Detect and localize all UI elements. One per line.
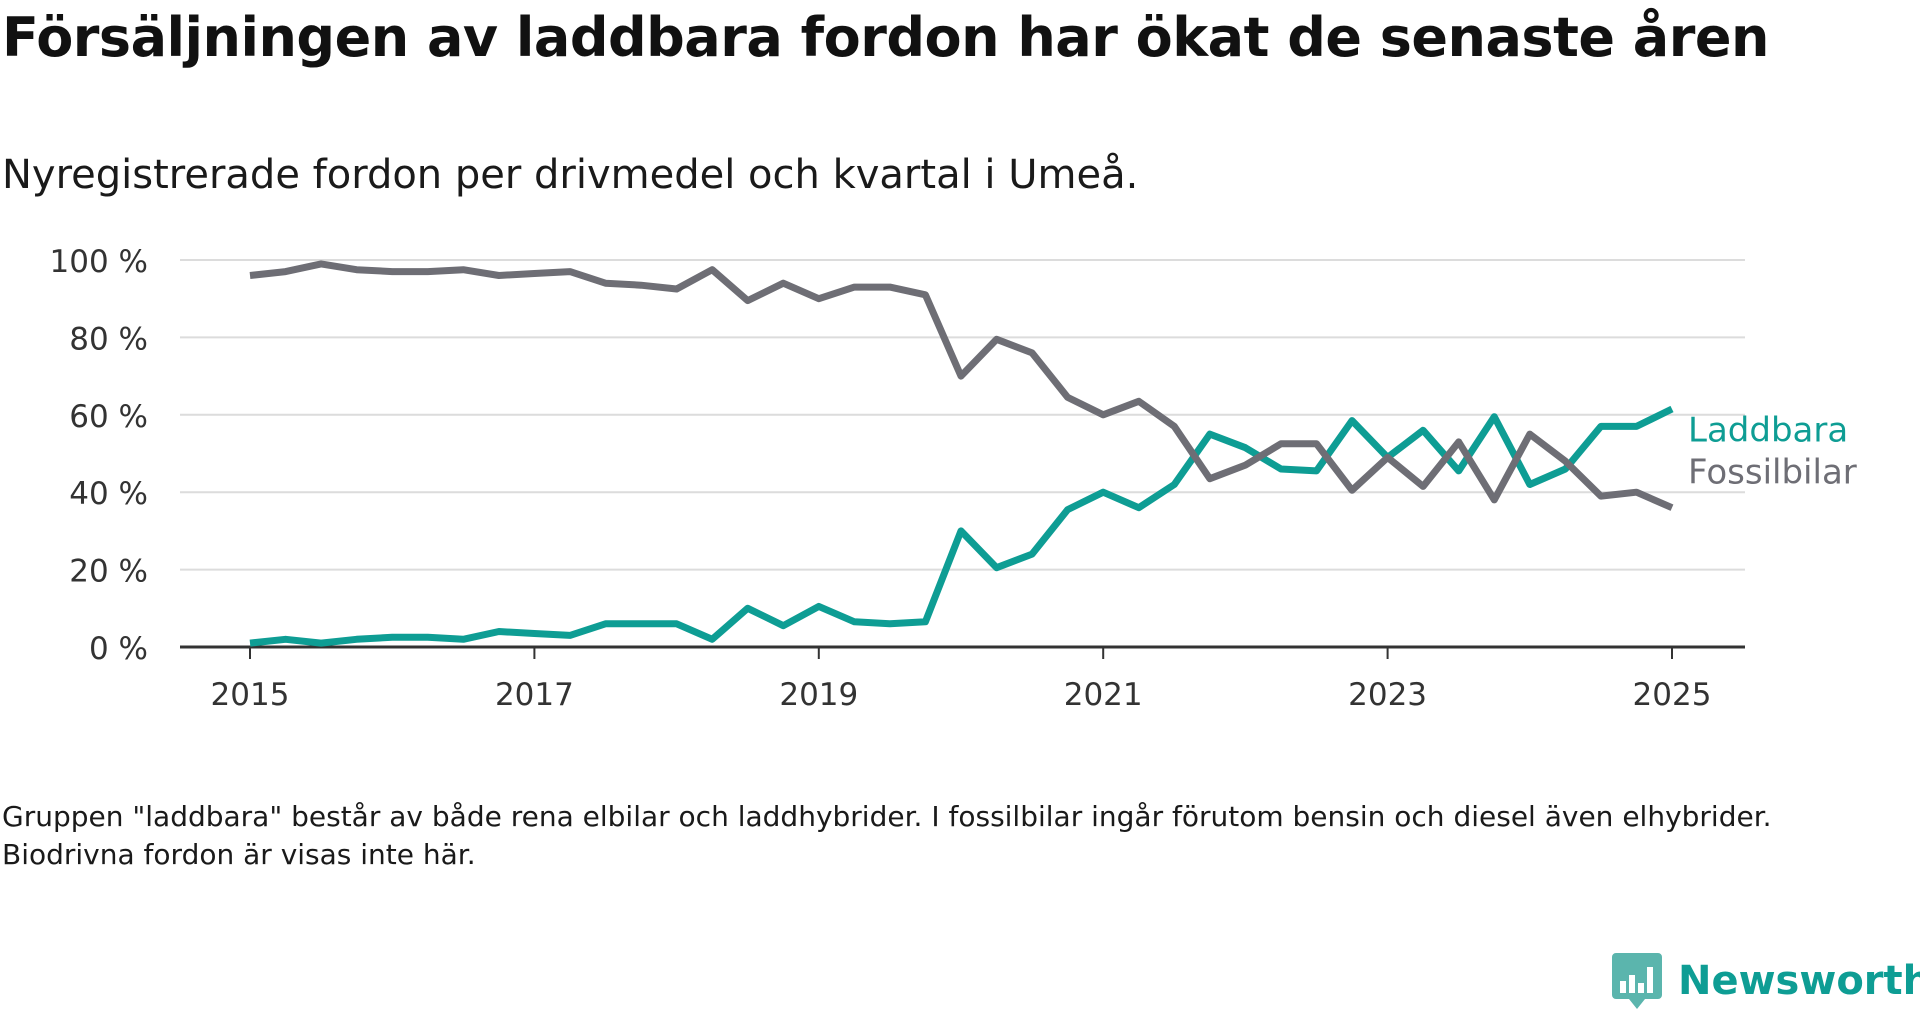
series-label-laddbara: Laddbara [1688, 411, 1848, 451]
y-tick-label: 60 % [69, 399, 148, 435]
y-tick-label: 0 % [89, 631, 148, 667]
newsworthy-logo-icon [1612, 953, 1662, 1009]
x-tick-label: 2023 [1348, 677, 1427, 713]
chart-subtitle: Nyregistrerade fordon per drivmedel och … [2, 152, 1139, 198]
x-axis-tick-labels: 2015 2017 2019 2021 2023 2025 [211, 647, 1712, 713]
y-axis-tick-labels: 0 % 20 % 40 % 60 % 80 % 100 % [50, 244, 148, 667]
series-line-fossilbilar [249, 260, 1674, 511]
series-lines [249, 260, 1674, 647]
y-tick-label: 100 % [50, 244, 148, 280]
line-chart: 0 % 20 % 40 % 60 % 80 % 100 % 2015 2017 2019 202… [50, 244, 1857, 713]
gridlines [180, 259, 1745, 649]
series-line-laddbara [249, 405, 1674, 647]
newsworthy-brand[interactable]: Newsworthy [1612, 953, 1920, 1009]
y-tick-label: 80 % [69, 321, 148, 357]
brand-name[interactable]: Newsworthy [1678, 958, 1920, 1004]
footnote: Gruppen "laddbara" består av både rena e… [2, 800, 1772, 871]
chart-title: Försäljningen av laddbara fordon har öka… [2, 6, 1769, 69]
x-tick-label: 2017 [495, 677, 574, 713]
x-tick-label: 2021 [1064, 677, 1143, 713]
x-tick-label: 2019 [779, 677, 858, 713]
x-tick-label: 2015 [211, 677, 290, 713]
y-tick-label: 40 % [69, 476, 148, 512]
x-tick-label: 2025 [1633, 677, 1712, 713]
series-label-fossilbilar: Fossilbilar [1688, 453, 1857, 493]
y-tick-label: 20 % [69, 554, 148, 590]
